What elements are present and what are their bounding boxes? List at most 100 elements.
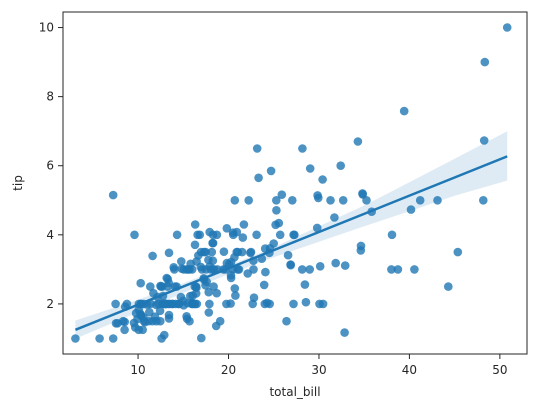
data-point: [160, 299, 170, 309]
x-tick-label: 10: [130, 363, 145, 377]
data-point: [113, 319, 122, 328]
data-point: [261, 267, 270, 277]
data-point: [212, 288, 221, 298]
data-point: [231, 291, 240, 300]
data-point: [183, 265, 193, 274]
data-point: [208, 256, 218, 266]
data-point: [201, 265, 211, 274]
data-point: [283, 250, 293, 260]
data-point: [222, 224, 232, 233]
data-point: [120, 325, 129, 335]
data-point: [433, 196, 442, 205]
data-point: [140, 317, 150, 327]
data-point: [286, 260, 295, 269]
data-point: [219, 247, 229, 256]
data-point: [212, 230, 222, 240]
data-point: [305, 164, 315, 173]
data-point: [479, 196, 488, 205]
data-point: [71, 334, 80, 343]
data-point: [393, 265, 403, 274]
data-point: [387, 230, 397, 240]
data-point: [95, 334, 104, 343]
data-point: [111, 299, 120, 309]
data-point: [183, 298, 192, 308]
data-point: [208, 238, 217, 248]
data-point: [185, 316, 194, 326]
data-point: [248, 299, 257, 309]
data-point: [164, 248, 174, 258]
data-point: [193, 230, 202, 240]
data-point: [353, 137, 363, 146]
data-point: [301, 297, 311, 307]
data-point: [318, 175, 327, 184]
data-point: [338, 196, 348, 205]
data-point: [387, 265, 396, 274]
data-point: [298, 144, 307, 153]
data-point: [205, 299, 214, 309]
data-point: [289, 299, 298, 309]
y-axis-label: tip: [11, 175, 25, 191]
y-tick-label: 6: [46, 159, 54, 173]
data-point: [197, 333, 206, 343]
data-point: [336, 161, 346, 170]
data-point: [204, 287, 213, 297]
data-point: [157, 334, 166, 343]
y-tick-label: 10: [39, 21, 54, 35]
data-point: [260, 299, 270, 309]
data-point: [479, 136, 489, 145]
data-point: [275, 230, 285, 240]
x-axis: 10 20 30 40 50: [130, 354, 508, 377]
data-point: [252, 144, 262, 153]
data-point: [312, 223, 322, 233]
x-axis-label: total_bill: [269, 385, 320, 399]
data-point: [177, 257, 186, 266]
data-point: [172, 230, 182, 240]
data-point: [252, 230, 261, 240]
data-point: [254, 173, 263, 183]
data-point: [130, 230, 139, 240]
data-point: [190, 240, 200, 250]
data-point: [108, 334, 118, 343]
data-point: [246, 248, 255, 258]
data-point: [222, 299, 231, 309]
data-point: [170, 265, 179, 274]
data-point: [232, 247, 241, 257]
data-point: [238, 233, 248, 242]
data-point: [453, 247, 463, 257]
data-point: [192, 257, 201, 266]
data-point: [211, 321, 221, 331]
data-point: [330, 213, 339, 222]
data-point: [288, 196, 297, 205]
data-point: [269, 239, 279, 248]
data-point: [358, 190, 368, 199]
data-point: [272, 196, 281, 205]
data-point: [406, 205, 416, 214]
y-tick-label: 2: [46, 297, 54, 311]
data-point: [155, 306, 165, 316]
data-point: [239, 220, 249, 229]
data-point: [204, 308, 214, 317]
data-point: [108, 190, 118, 200]
data-point: [163, 282, 172, 291]
data-point: [259, 280, 269, 290]
data-point: [272, 206, 281, 215]
data-point: [148, 316, 157, 326]
data-point: [190, 282, 200, 291]
regression-line: [74, 155, 508, 331]
data-point: [277, 190, 287, 199]
x-tick-label: 20: [221, 363, 236, 377]
data-point: [136, 278, 145, 288]
data-point: [164, 314, 174, 323]
data-point: [189, 299, 199, 309]
data-point: [148, 251, 157, 261]
data-point: [174, 299, 183, 309]
data-point: [207, 247, 217, 257]
data-point: [300, 280, 310, 289]
plot-frame: [62, 11, 528, 355]
data-point: [201, 247, 210, 257]
data-point: [399, 106, 409, 116]
x-tick-label: 30: [311, 363, 326, 377]
data-point: [271, 220, 280, 230]
x-tick-label: 50: [492, 363, 507, 377]
data-point: [290, 230, 299, 240]
